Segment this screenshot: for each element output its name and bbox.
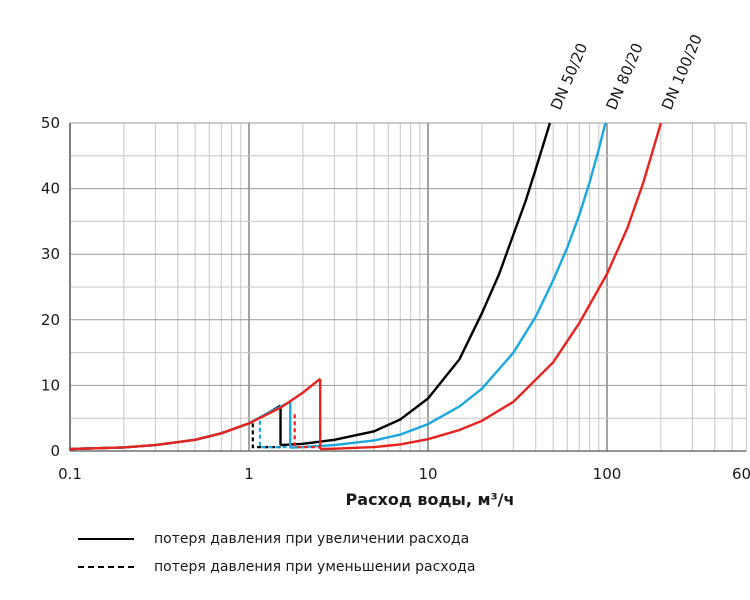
series-line-decreasing-dn-80-20 <box>258 420 291 449</box>
series-lines <box>69 122 663 451</box>
series-line-increasing-high-dn-100-20 <box>320 122 663 451</box>
series-line-increasing-high-dn-50-20 <box>280 122 552 447</box>
y-tick-label: 10 <box>41 376 60 394</box>
x-axis-title: Расход воды, м³/ч <box>346 490 515 509</box>
series-label-dn-100-20: DN 100/20 <box>658 32 706 113</box>
x-tick-label: 1 <box>244 465 254 483</box>
series-labels: DN 50/20 DN 80/20 DN 100/20 <box>547 32 706 113</box>
y-tick-label: 30 <box>41 245 60 263</box>
y-tick-labels: 0 10 20 30 40 50 <box>41 114 60 460</box>
legend-dashed-swatch <box>78 566 134 568</box>
legend-item-decreasing: потеря давления при уменьшении расхода <box>78 559 475 575</box>
series-line-decreasing-dn-50-20 <box>251 423 281 449</box>
x-tick-label: 0.1 <box>58 465 82 483</box>
x-tick-labels: 0.1 1 10 100 600 <box>58 465 750 483</box>
legend-item-increasing: потеря давления при увеличении расхода <box>78 531 469 547</box>
legend-label-increasing: потеря давления при увеличении расхода <box>154 531 470 547</box>
legend-label-decreasing: потеря давления при уменьшении расхода <box>154 559 476 575</box>
series-label-dn-80-20: DN 80/20 <box>603 40 647 112</box>
grid <box>69 122 747 452</box>
y-tick-label: 20 <box>41 311 60 329</box>
series-line-increasing-low-dn-100-20 <box>69 377 321 451</box>
y-tick-label: 50 <box>41 114 60 132</box>
y-tick-label: 40 <box>41 180 60 198</box>
legend-solid-swatch <box>78 538 134 540</box>
series-line-decreasing-dn-100-20 <box>293 414 321 449</box>
series-line-increasing-high-dn-80-20 <box>290 122 607 449</box>
x-tick-label: 100 <box>593 465 622 483</box>
y-tick-label: 0 <box>50 442 60 460</box>
x-tick-label: 10 <box>418 465 437 483</box>
x-tick-label: 600 <box>732 465 750 483</box>
series-label-dn-50-20: DN 50/20 <box>547 40 591 112</box>
